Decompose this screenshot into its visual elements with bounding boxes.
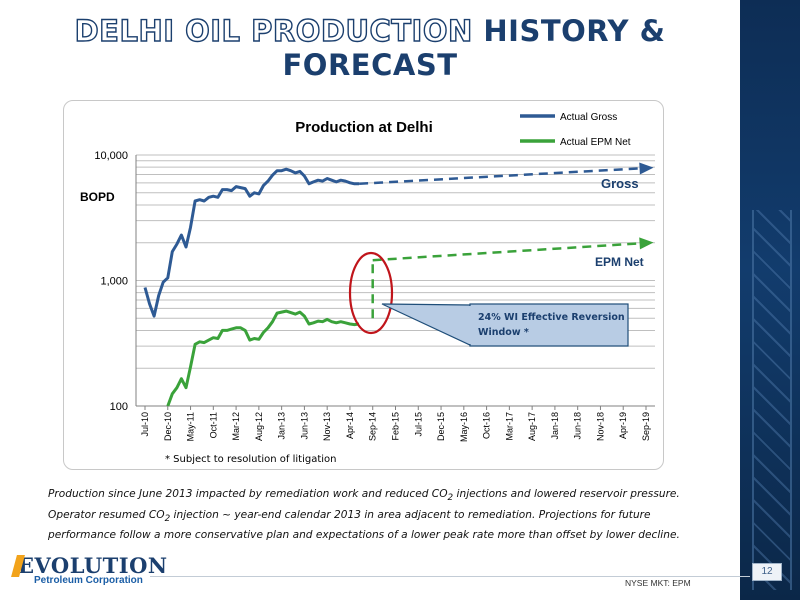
x-tick-label: Jan-13 xyxy=(277,412,287,440)
stock-ticker: NYSE MKT: EPM xyxy=(625,578,691,588)
logo-subtitle: Petroleum Corporation xyxy=(34,575,143,586)
series-line-2 xyxy=(166,309,360,407)
series-line-3 xyxy=(359,166,651,186)
callout-text-line2: Window * xyxy=(478,327,529,338)
callout-pointer xyxy=(381,303,471,346)
x-tick-label: Apr-19 xyxy=(618,412,628,439)
x-tick-label: Apr-14 xyxy=(345,412,355,439)
chart-title: Production at Delhi xyxy=(295,119,433,136)
x-tick-label: Jan-18 xyxy=(550,412,560,440)
y-tick-label: 10,000 xyxy=(94,150,128,162)
callout-box xyxy=(469,303,629,347)
x-tick-label: Jul-15 xyxy=(413,412,423,437)
y-tick-label: 1,000 xyxy=(100,276,128,288)
x-tick-label: Jun-18 xyxy=(573,412,583,440)
x-tick-label: Feb-15 xyxy=(391,412,401,441)
series-line-1 xyxy=(143,167,360,318)
side-decorative-panel xyxy=(740,0,800,600)
x-tick-label: Aug-12 xyxy=(254,412,264,441)
x-tick-label: Nov-18 xyxy=(595,412,605,441)
net-forecast-arrowhead xyxy=(639,237,654,250)
slide-title: DELHI OIL PRODUCTION HISTORY & FORECAST xyxy=(0,13,740,82)
x-tick-label: Sep-14 xyxy=(368,412,378,441)
legend-label: Actual Gross xyxy=(560,112,617,123)
page-number: 12 xyxy=(752,563,782,581)
x-tick-label: Mar-12 xyxy=(231,412,241,441)
y-axis-label: BOPD xyxy=(80,190,115,204)
legend-label: Actual EPM Net xyxy=(560,137,631,148)
title-part-1: DELHI OIL PRODUCTION xyxy=(74,13,473,48)
reversion-window-ellipse xyxy=(348,251,394,335)
title-part-2: HISTORY & FORECAST xyxy=(282,14,666,82)
x-tick-label: May-16 xyxy=(459,412,469,442)
callout-text-line1: 24% WI Effective Reversion xyxy=(478,312,625,323)
annotation-epm-net: EPM Net xyxy=(595,255,644,269)
x-tick-label: Jun-13 xyxy=(299,412,309,440)
y-tick-label: 100 xyxy=(110,401,128,413)
x-tick-label: May-11 xyxy=(186,412,196,441)
footer-divider xyxy=(150,576,750,577)
oil-rig-illustration xyxy=(752,210,792,590)
chart-footnote: * Subject to resolution of litigation xyxy=(165,454,336,465)
x-tick-label: Oct-11 xyxy=(208,412,218,438)
logo-name: EVOLUTION xyxy=(18,553,168,578)
x-tick-label: Mar-17 xyxy=(504,412,514,441)
company-logo: EVOLUTION Petroleum Corporation xyxy=(11,553,168,586)
x-tick-label: Sep-19 xyxy=(641,412,651,441)
gross-forecast-arrowhead xyxy=(639,162,654,175)
x-tick-label: Dec-10 xyxy=(163,412,173,441)
series-line-4 xyxy=(372,241,651,262)
x-tick-label: Jul-10 xyxy=(140,412,150,437)
x-tick-label: Aug-17 xyxy=(527,412,537,441)
x-tick-label: Nov-13 xyxy=(322,412,332,441)
x-tick-label: Dec-15 xyxy=(436,412,446,441)
x-tick-label: Oct-16 xyxy=(482,412,492,439)
annotation-gross: Gross xyxy=(601,176,639,191)
caption-text: Production since June 2013 impacted by r… xyxy=(48,488,680,542)
